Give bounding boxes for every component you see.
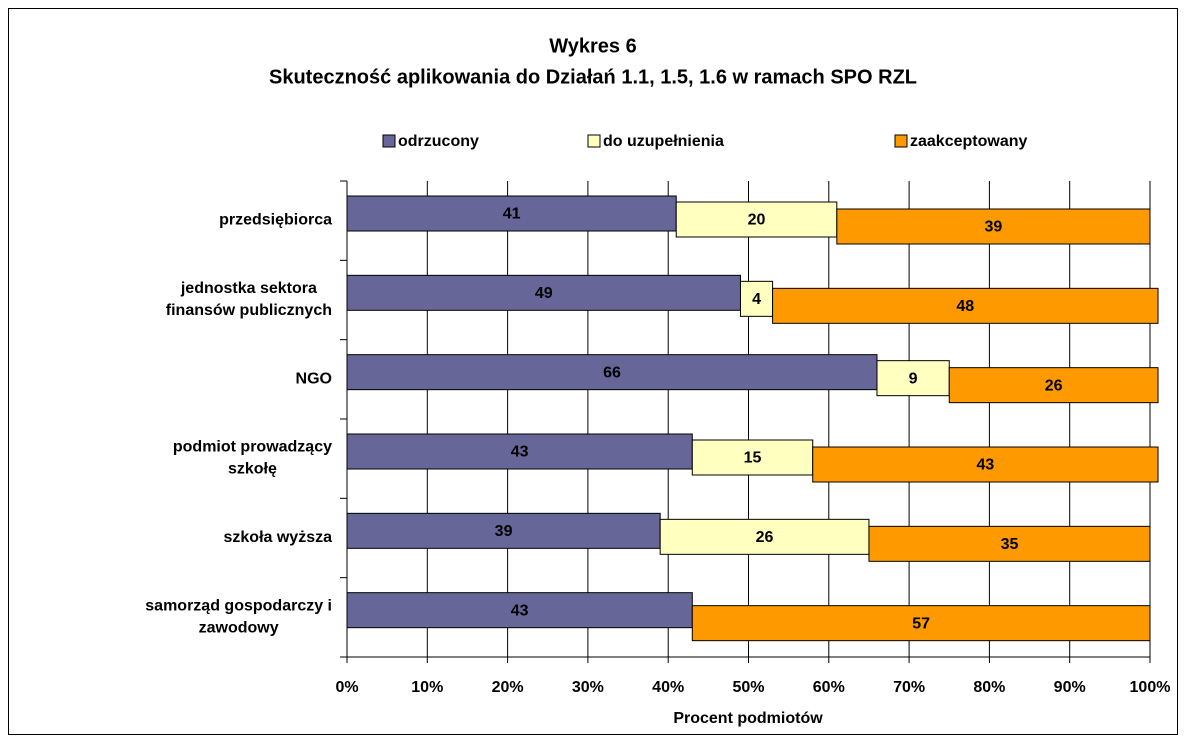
- value-label: 43: [511, 602, 529, 619]
- y-tick-label: samorząd gospodarczy i zawodowy: [145, 598, 332, 637]
- legend-label: do uzupełnienia: [603, 133, 724, 150]
- value-label: 26: [756, 529, 774, 546]
- y-tick-label: szkoła wyższa: [224, 529, 333, 546]
- value-label: 57: [912, 615, 930, 632]
- bar: [876, 360, 950, 397]
- x-tick-label: 30%: [572, 679, 604, 696]
- chart-title: Wykres 6: [549, 35, 636, 57]
- bar: [772, 287, 1159, 324]
- bar: [836, 208, 1151, 245]
- chart-subtitle: Skuteczność aplikowania do Działań 1.1, …: [269, 66, 917, 88]
- x-tick-label: 10%: [411, 679, 443, 696]
- y-tick-label: NGO: [296, 371, 332, 388]
- value-label: 9: [909, 370, 918, 387]
- legend-swatch: [587, 134, 601, 148]
- value-label: 4: [752, 291, 761, 308]
- x-tick-label: 100%: [1130, 679, 1171, 696]
- bar: [948, 367, 1159, 404]
- x-tick-label: 40%: [652, 679, 684, 696]
- x-tick-label: 60%: [813, 679, 845, 696]
- bar: [691, 605, 1151, 642]
- value-label: 66: [603, 364, 621, 381]
- y-tick-label: jednostka sektora finansów publicznych: [166, 280, 332, 319]
- x-axis-title: Procent podmiotów: [673, 710, 823, 727]
- value-label: 39: [985, 219, 1003, 236]
- x-tick-label: 20%: [492, 679, 524, 696]
- x-tick-label: 50%: [732, 679, 764, 696]
- value-label: 35: [1001, 536, 1019, 553]
- value-label: 20: [748, 212, 766, 229]
- x-tick-label: 70%: [893, 679, 925, 696]
- y-tick-label: podmiot prowadzący szkołę: [173, 439, 332, 478]
- value-label: 41: [503, 206, 521, 223]
- bar: [346, 512, 661, 549]
- value-label: 26: [1045, 377, 1063, 394]
- x-tick-label: 90%: [1054, 679, 1086, 696]
- y-tick-label: przedsiębiorca: [219, 212, 332, 229]
- value-label: 43: [976, 457, 994, 474]
- bar: [346, 433, 693, 470]
- value-label: 15: [744, 450, 762, 467]
- value-label: 43: [511, 444, 529, 461]
- x-tick-label: 0%: [335, 679, 358, 696]
- bar: [659, 518, 870, 555]
- bar: [739, 280, 774, 317]
- value-label: 48: [956, 298, 974, 315]
- bar: [346, 195, 677, 232]
- legend-label: zaakceptowany: [910, 133, 1027, 150]
- bar: [868, 525, 1151, 562]
- bar: [812, 446, 1159, 483]
- legend-swatch: [382, 134, 396, 148]
- value-label: 49: [535, 285, 553, 302]
- value-label: 39: [495, 523, 513, 540]
- legend-swatch: [894, 134, 908, 148]
- x-tick-label: 80%: [973, 679, 1005, 696]
- bar: [346, 354, 878, 391]
- bar: [346, 592, 693, 629]
- legend-label: odrzucony: [398, 133, 479, 150]
- bar: [691, 439, 814, 476]
